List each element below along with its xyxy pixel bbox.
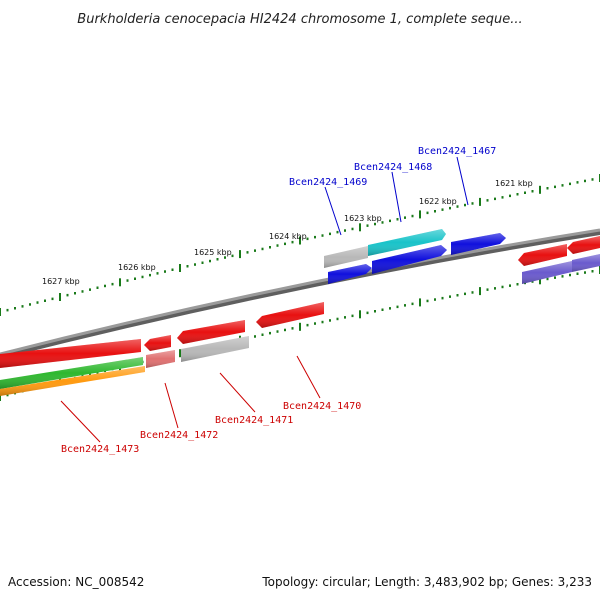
tick-label-1626: 1626 kbp (118, 263, 156, 272)
gene-label-bcen2424-1473[interactable]: Bcen2424_1473 (61, 444, 139, 455)
label-leader-lines (60, 156, 469, 443)
gene-label-bcen2424-1469[interactable]: Bcen2424_1469 (289, 177, 367, 188)
gene-label-bcen2424-1471[interactable]: Bcen2424_1471 (215, 415, 293, 426)
tick-label-1627: 1627 kbp (42, 277, 80, 286)
outer-tick-ring (0, 174, 600, 316)
gene-label-bcen2424-1470[interactable]: Bcen2424_1470 (283, 401, 361, 412)
tick-label-1623: 1623 kbp (344, 214, 382, 223)
tick-label-1625: 1625 kbp (194, 248, 232, 257)
gene-label-bcen2424-1472[interactable]: Bcen2424_1472 (140, 430, 218, 441)
map-title: Burkholderia cenocepacia HI2424 chromoso… (77, 12, 522, 27)
tick-labels: 1621 kbp 1622 kbp 1623 kbp 1624 kbp 1625… (42, 179, 533, 286)
tick-label-1624: 1624 kbp (269, 232, 307, 241)
accession-text: Accession: NC_008542 (8, 575, 144, 589)
chromosome-backbone (0, 228, 600, 356)
gene-label-bcen2424-1467[interactable]: Bcen2424_1467 (418, 146, 496, 157)
reverse-strand-genes (0, 302, 324, 396)
tick-label-1621: 1621 kbp (495, 179, 533, 188)
forward-strand-genes (324, 229, 600, 284)
chromosome-backbone-shadow (0, 229, 600, 359)
gene-label-bcen2424-1468[interactable]: Bcen2424_1468 (354, 162, 432, 173)
tick-label-1622: 1622 kbp (419, 197, 457, 206)
topology-text: Topology: circular; Length: 3,483,902 bp… (261, 575, 592, 589)
